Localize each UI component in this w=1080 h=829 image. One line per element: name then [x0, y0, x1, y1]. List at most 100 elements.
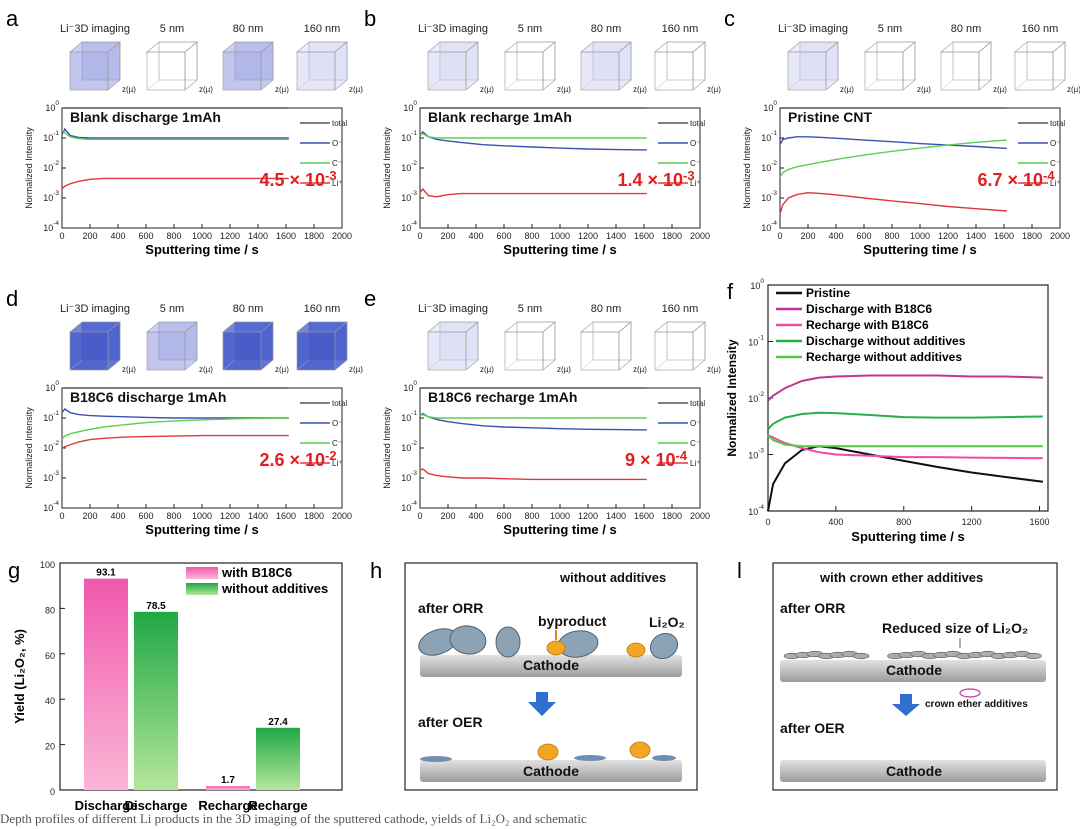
ytick-label-e-4: 10-4 — [401, 500, 417, 513]
h-li2o2: Li₂O₂ — [649, 614, 685, 630]
cube-a-0: z(µ) — [69, 41, 136, 94]
cube-e-2: z(µ) — [580, 321, 647, 374]
ytick-label-b-3-base: 10 — [401, 193, 411, 203]
cube-b-2: z(µ) — [580, 41, 647, 94]
imaging-header-c-1: 5 nm — [878, 23, 902, 35]
ytick-label-a-1-base: 10 — [43, 133, 53, 143]
ytick-label-c-0-exp: 0 — [773, 100, 777, 107]
highlight-value-b: 1.4 × 10-3 — [617, 168, 694, 190]
legend-label-c-1: O⁻ — [1050, 139, 1060, 148]
imaging-header-a-0: Li⁻3D imaging — [60, 23, 130, 35]
i-small-particle-6 — [852, 652, 870, 660]
ytick-label-d-1: 10-1 — [43, 410, 59, 423]
cube-a-1-front — [146, 51, 186, 91]
h-byproduct-after-1 — [629, 741, 651, 759]
xtick-label-d-6: 1200 — [220, 511, 240, 521]
xlabel-e: Sputtering time / s — [503, 522, 616, 537]
cube-e-3: z(µ) — [654, 321, 721, 374]
series-line-d-1 — [61, 408, 289, 419]
plot-title-c: Pristine CNT — [788, 109, 872, 125]
f-legend-label-0: Pristine — [806, 286, 850, 300]
cube-b-1-edge — [504, 79, 518, 91]
xtick-label-d-7: 1400 — [248, 511, 268, 521]
xtick-label-b-9: 1800 — [662, 231, 682, 241]
cube-d-1-axis: z(µ) — [199, 365, 213, 374]
g-xtick-label-1: Discharge — [125, 798, 188, 813]
f-ytick-label-3-exp: -3 — [758, 448, 764, 455]
f-legend-label-2: Recharge with B18C6 — [806, 318, 929, 332]
imaging-header-b-3: 160 nm — [662, 23, 699, 35]
ytick-label-b-2-base: 10 — [401, 163, 411, 173]
imaging-header-d-0: Li⁻3D imaging — [60, 303, 130, 315]
imaging-header-e-3: 160 nm — [662, 303, 699, 315]
ytick-label-d-0: 100 — [45, 380, 59, 393]
small-panels: a Li⁻3D imaging z(µ) 5 nm z(µ) 80 nm z(µ) 160 n… — [6, 6, 1080, 537]
panel-letter-i: l — [737, 558, 742, 583]
i-small-particle-21 — [1025, 652, 1042, 660]
ytick-label-d-2-exp: -2 — [53, 440, 59, 447]
cube-b-3-top — [654, 41, 706, 53]
xtick-label-b-1: 200 — [440, 231, 455, 241]
series-line-b-2 — [419, 132, 647, 139]
imaging-header-d-2: 80 nm — [233, 303, 264, 315]
plot-frame-c — [779, 107, 1061, 229]
cube-e-1-edge — [504, 359, 518, 371]
cube-e-2-back — [592, 321, 632, 361]
ytick-label-c-3-base: 10 — [761, 193, 771, 203]
highlight-value-b-exp: -3 — [683, 168, 695, 183]
panel-g: g 0 20 40 60 80 100 Yield (Li₂O₂, %) 93.1 Dischar… — [8, 558, 343, 813]
cube-b-1-right — [542, 41, 556, 91]
g-bar-2 — [206, 786, 250, 790]
g-bar-label-2: 1.7 — [221, 775, 235, 786]
ytick-label-b-0-exp: 0 — [413, 100, 417, 107]
g-xtick-label-3: Recharge — [248, 798, 307, 813]
ytick-label-d-4-exp: -4 — [53, 500, 59, 507]
xlabel-a: Sputtering time / s — [145, 242, 258, 257]
ytick-label-a-2-exp: -2 — [53, 160, 59, 167]
ytick-label-d-4: 10-4 — [43, 500, 59, 513]
ytick-label-d-0-exp: 0 — [55, 380, 59, 387]
i-cathode-label-top: Cathode — [886, 662, 942, 678]
legend-label-d-3: Li⁺ — [332, 459, 342, 468]
ytick-label-a-4: 10-4 — [43, 220, 59, 233]
h-after-oer: after OER — [418, 714, 483, 730]
f-ytick-label-1: 10-1 — [748, 335, 764, 348]
i-cathode-top — [780, 660, 1046, 682]
ytick-label-c-0-base: 10 — [763, 103, 773, 113]
ytick-label-e-2-base: 10 — [401, 443, 411, 453]
ytick-label-a-2-base: 10 — [43, 163, 53, 173]
cube-b-0-front — [427, 51, 467, 91]
cube-c-3-top — [1014, 41, 1066, 53]
cube-b-0-axis: z(µ) — [480, 85, 494, 94]
cube-c-1: z(µ) — [864, 41, 931, 94]
xtick-label-c-4: 800 — [884, 231, 899, 241]
g-ytick-label-3: 60 — [45, 651, 55, 661]
ytick-label-a-0-exp: 0 — [55, 100, 59, 107]
ytick-label-b-1: 10-1 — [401, 130, 417, 143]
cube-a-1-top — [146, 41, 198, 53]
panel-letter-b: b — [364, 6, 376, 31]
plot-title-a: Blank discharge 1mAh — [70, 109, 221, 125]
f-legend-label-3: Discharge without additives — [806, 334, 966, 348]
f-ytick-label-3: 10-3 — [748, 448, 764, 461]
cube-b-1-front — [504, 51, 544, 91]
plot-frame-d — [61, 387, 343, 509]
f-xtick-label-1: 400 — [828, 517, 843, 527]
legend-label-c-3: Li⁺ — [1050, 179, 1060, 188]
cube-b-1-top — [504, 41, 556, 53]
highlight-value-e-exp: -4 — [676, 448, 688, 463]
ytick-label-c-4: 10-4 — [761, 220, 777, 233]
ytick-label-c-2: 10-2 — [761, 160, 777, 173]
cube-a-1-edge — [146, 79, 160, 91]
xtick-label-c-2: 400 — [828, 231, 843, 241]
ytick-label-e-1-base: 10 — [401, 413, 411, 423]
cube-e-1-right — [542, 321, 556, 371]
ytick-label-a-0-base: 10 — [45, 103, 55, 113]
plot-title-d: B18C6 discharge 1mAh — [70, 389, 226, 405]
xtick-label-d-2: 400 — [110, 511, 125, 521]
xtick-label-d-3: 600 — [138, 511, 153, 521]
legend-label-d-0: total — [332, 399, 347, 408]
f-ytick-label-2: 10-2 — [748, 391, 764, 404]
xtick-label-b-5: 1000 — [550, 231, 570, 241]
